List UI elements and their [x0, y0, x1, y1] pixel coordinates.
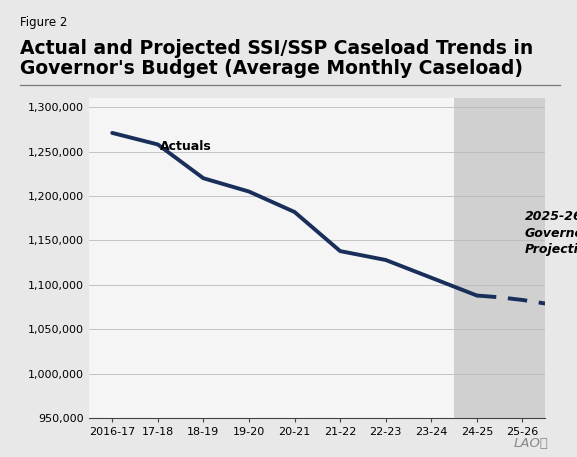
Text: LAOⒹ: LAOⒹ: [514, 437, 548, 450]
Bar: [454, 98, 545, 418]
Text: Actual and Projected SSI/SSP Caseload Trends in: Actual and Projected SSI/SSP Caseload Tr…: [20, 39, 534, 58]
Text: Figure 2: Figure 2: [20, 16, 68, 29]
Text: Governor's Budget (Average Monthly Caseload): Governor's Budget (Average Monthly Casel…: [20, 59, 523, 79]
Text: 2025-26
Governor's
Projections: 2025-26 Governor's Projections: [524, 210, 577, 256]
Text: Actuals: Actuals: [160, 140, 212, 153]
